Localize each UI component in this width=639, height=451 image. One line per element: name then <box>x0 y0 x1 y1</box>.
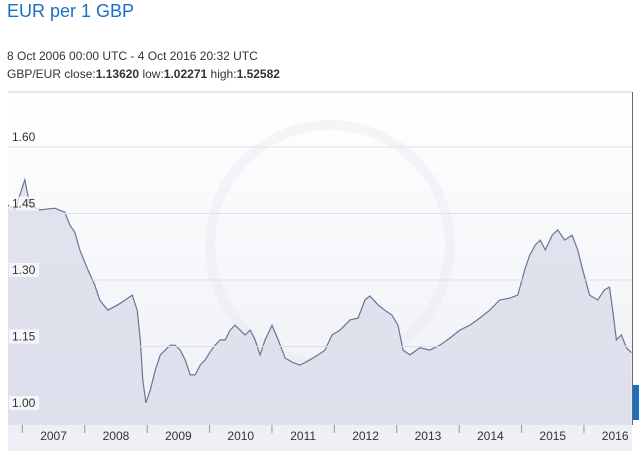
y-tick-label-bg <box>9 196 39 211</box>
plot <box>8 177 632 425</box>
x-tick-label: 2013 <box>415 429 442 443</box>
x-tick-label: 2014 <box>477 429 504 443</box>
x-tick-label: 2008 <box>103 429 130 443</box>
chart-title: EUR per 1 GBP <box>7 1 135 21</box>
x-tick-label: 2007 <box>40 429 67 443</box>
axes: 1.00 1.15 1.30 1.45 1.60 <box>8 129 632 414</box>
y-tick-label: 1.30 <box>12 263 36 277</box>
close-value: 1.13620 <box>95 67 140 81</box>
y-tick-label-bg <box>9 329 39 344</box>
x-tick-label: 2015 <box>539 429 566 443</box>
date-range: 8 Oct 2006 00:00 UTC - 4 Oct 2016 20:32 … <box>7 49 258 63</box>
x-tick-label: 2009 <box>165 429 192 443</box>
y-tick-label-bg <box>9 396 39 411</box>
scroll-handle[interactable] <box>633 385 639 420</box>
area <box>8 179 632 425</box>
y-tick-label-bg <box>9 263 39 278</box>
x-axis: 2007 2008 2009 2010 2011 2012 2013 2014 2015 2016 <box>21 425 629 443</box>
y-tick-label: 1.00 <box>12 396 36 410</box>
y-tick-label: 1.45 <box>12 197 36 211</box>
x-tick-label: 2011 <box>290 429 316 443</box>
x-tick-label: 2010 <box>227 429 254 443</box>
high-value: 1.52582 <box>236 67 280 81</box>
y-tick-label: 1.60 <box>12 130 36 144</box>
close-label: close: <box>64 67 96 81</box>
line <box>8 177 632 403</box>
high-label: high: <box>210 67 237 81</box>
pair: GBP/EUR <box>7 67 62 81</box>
x-tick-label: 2012 <box>352 429 379 443</box>
x-axis-band <box>8 425 632 451</box>
y-tick-label-bg <box>9 129 39 144</box>
low-label: low: <box>142 67 164 81</box>
x-tick-label: 2016 <box>602 429 629 443</box>
low-value: 1.02271 <box>163 67 208 81</box>
y-tick-label: 1.15 <box>12 330 36 344</box>
stats: GBP/EUR close:1.13620 low:1.02271 high:1… <box>7 67 280 81</box>
